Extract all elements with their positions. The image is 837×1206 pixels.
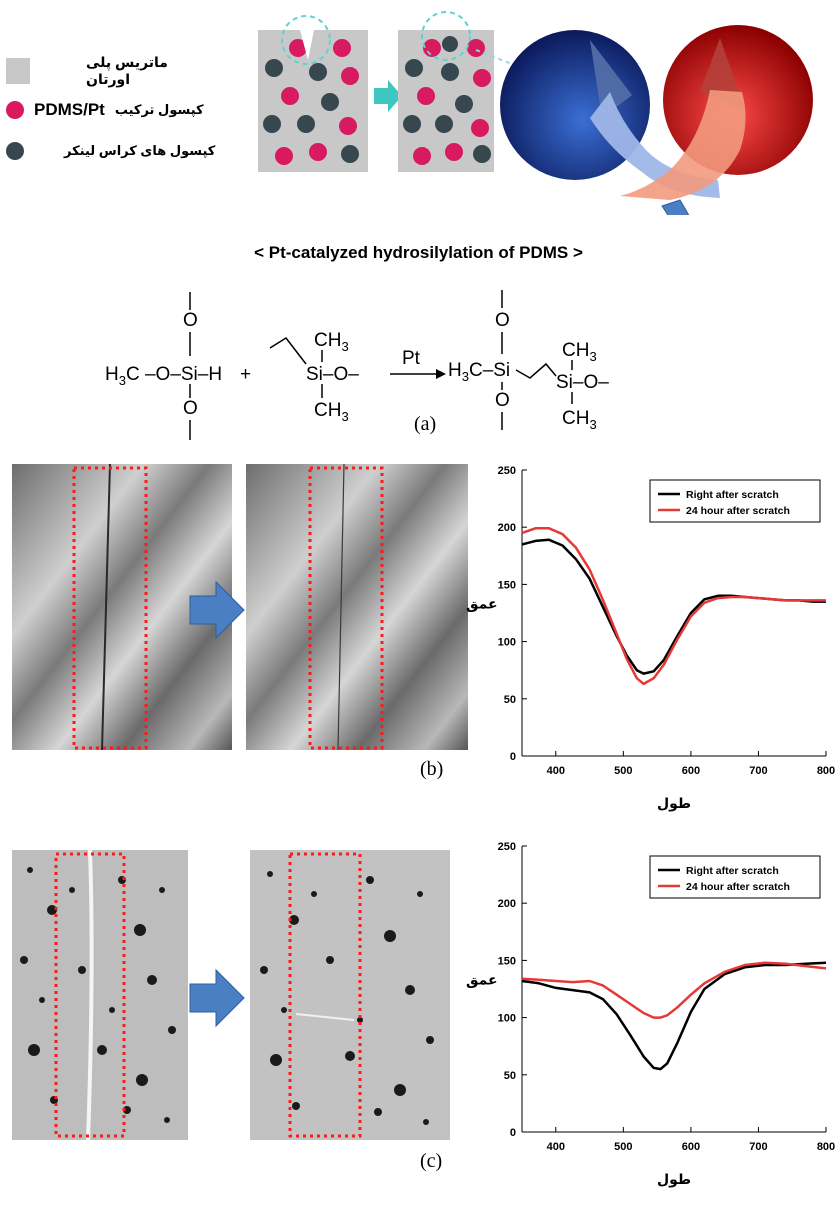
panel-label-a: (a)	[414, 413, 436, 435]
svg-text:H3C –O–Si–H: H3C –O–Si–H	[105, 364, 222, 388]
legend-crosslinker-label: کپسول های کراس لینکر	[64, 143, 216, 158]
legend-matrix-label: ماتریس پلی اورتان	[86, 54, 168, 87]
series-line-24-hour-after-scratch	[521, 961, 827, 1019]
legend-entry: Right after scratch	[686, 865, 779, 877]
svg-text:Si–O–: Si–O–	[306, 364, 359, 385]
y-axis-label: عمق	[466, 595, 498, 612]
pdms-capsule-icon	[6, 101, 24, 119]
svg-text:H3C–Si: H3C–Si	[448, 360, 510, 384]
x-tick-label: 800	[817, 765, 835, 777]
svg-text:CH3: CH3	[314, 400, 349, 424]
y-tick-label: 0	[510, 1127, 516, 1139]
legend-crosslinker: کپسول های کراس لینکر	[6, 142, 236, 160]
legend-pdms: PDMS/Pt کپسول ترکیب	[6, 100, 236, 120]
series-line-24-hour-after-scratch	[521, 527, 826, 686]
svg-text:CH3: CH3	[314, 330, 349, 354]
legend-entry: Right after scratch	[686, 489, 779, 501]
legend-box	[649, 855, 821, 899]
y-tick-label: 50	[504, 1070, 516, 1082]
panel-label-c: (c)	[420, 1150, 443, 1172]
x-tick-label: 600	[682, 765, 700, 777]
y-tick-label: 200	[498, 522, 516, 534]
reaction-scheme: O H3C –O–Si–H O + CH3 Si–O– CH3 Pt (a) O…	[105, 290, 609, 440]
svg-text:O: O	[495, 310, 510, 331]
series-line-right-after-scratch	[521, 538, 826, 675]
micrograph-c-before	[12, 850, 188, 1140]
capsule-schematic	[258, 11, 813, 215]
x-tick-label: 600	[682, 1141, 700, 1153]
depth-chart-c: 0 50 100 150 200 250 400 500 600 700 800 طول عمق Righ…	[466, 841, 835, 1188]
svg-text:CH3: CH3	[562, 408, 597, 432]
y-tick-label: 150	[498, 955, 516, 967]
micrograph-c-after	[250, 850, 450, 1140]
reaction-title: < Pt-catalyzed hydrosilylation of PDMS >	[254, 243, 583, 262]
legend-pdms-label: PDMS/Pt	[34, 100, 105, 119]
svg-text:O: O	[495, 390, 510, 411]
series-line-right-after-scratch	[521, 961, 827, 1071]
x-axis-label: طول	[657, 795, 691, 812]
x-tick-label: 700	[749, 1141, 767, 1153]
panel-label-b: (b)	[420, 758, 444, 780]
arrow-c	[189, 968, 245, 1028]
legend-box	[649, 479, 821, 523]
y-tick-label: 150	[498, 579, 516, 591]
svg-text:Si–O–: Si–O–	[556, 372, 609, 393]
x-tick-label: 400	[547, 1141, 565, 1153]
x-tick-label: 800	[817, 1141, 835, 1153]
svg-text:CH3: CH3	[562, 340, 597, 364]
catalyst-label: Pt	[402, 348, 421, 369]
curved-arrow	[661, 199, 690, 215]
x-tick-label: 700	[749, 765, 767, 777]
x-axis-label: طول	[657, 1171, 691, 1188]
plus-sign: +	[240, 364, 251, 385]
svg-text:O: O	[183, 310, 198, 331]
y-tick-label: 200	[498, 898, 516, 910]
matrix-swatch	[6, 58, 31, 84]
x-tick-label: 500	[614, 1141, 632, 1153]
y-tick-label: 250	[498, 841, 516, 853]
depth-chart-b: 0 50 100 150 200 250 400 500 600 700 800 طول عمق Righ…	[466, 465, 835, 812]
micrograph-b-after	[246, 464, 468, 750]
legend-entry: 24 hour after scratch	[686, 505, 790, 517]
y-tick-label: 100	[498, 637, 516, 649]
svg-text:O: O	[183, 398, 198, 419]
y-tick-label: 250	[498, 465, 516, 477]
legend-pdms-caption: کپسول ترکیب	[114, 102, 204, 117]
y-tick-label: 100	[498, 1013, 516, 1025]
legend-entry: 24 hour after scratch	[686, 881, 790, 893]
progress-arrow	[374, 80, 402, 112]
legend-matrix: ماتریس پلی اورتان	[6, 54, 206, 88]
crosslinker-capsule-icon	[6, 142, 24, 160]
y-tick-label: 0	[510, 751, 516, 763]
arrow-b	[189, 580, 245, 640]
capsules-before	[263, 39, 359, 165]
y-axis-label: عمق	[466, 971, 498, 988]
x-tick-label: 500	[614, 765, 632, 777]
y-tick-label: 50	[504, 694, 516, 706]
x-tick-label: 400	[547, 765, 565, 777]
